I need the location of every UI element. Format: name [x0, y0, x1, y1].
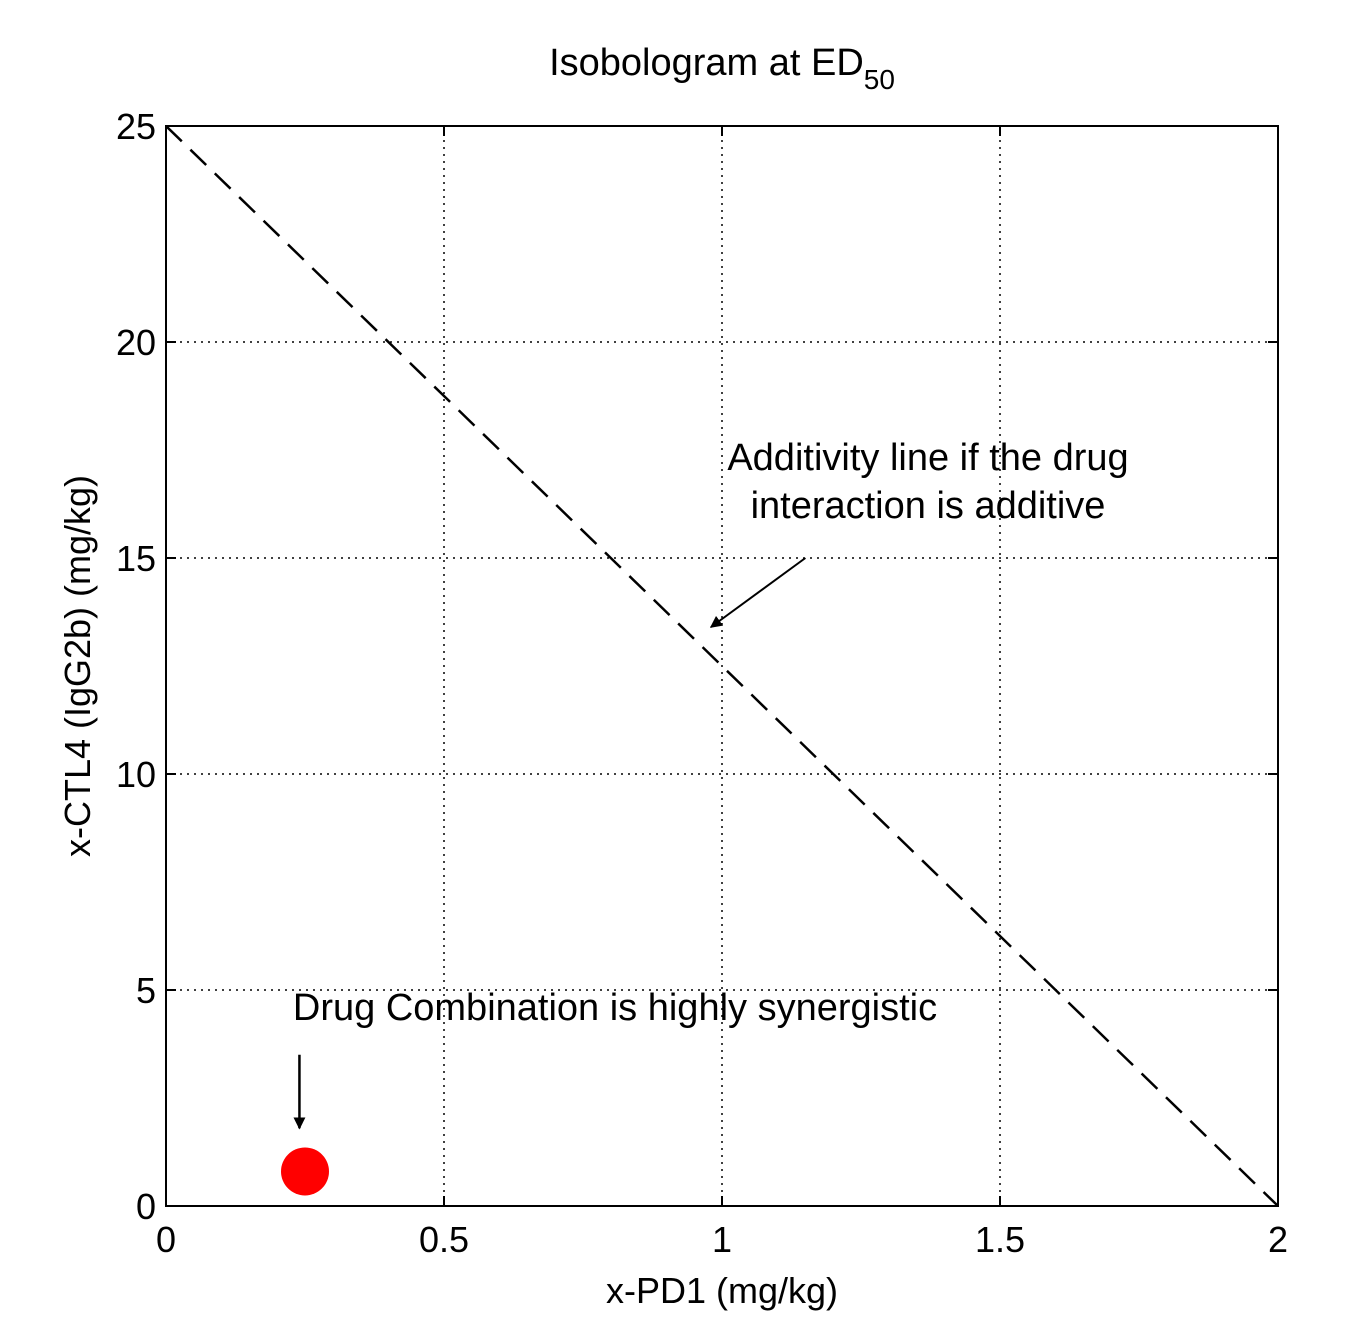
grid-lines [166, 126, 1278, 1206]
x-tick-label: 1 [712, 1219, 732, 1260]
combination-point [281, 1147, 329, 1196]
x-axis-label: x-PD1 (mg/kg) [606, 1270, 838, 1311]
x-tick-label: 2 [1268, 1219, 1288, 1260]
synergy-annotation: Drug Combination is highly synergistic [293, 987, 937, 1029]
additivity-arrow [709, 557, 806, 628]
additivity-annotation: Additivity line if the drug interaction i… [727, 437, 1128, 527]
additivity-line [165, 125, 1279, 1207]
x-tick-label: 1.5 [975, 1219, 1025, 1260]
y-axis-label: x-CTL4 (IgG2b) (mg/kg) [57, 475, 98, 857]
additivity-annotation-line: Additivity line if the drug [727, 437, 1128, 479]
series-layer [165, 125, 1279, 1207]
y-tick-label: 5 [136, 970, 156, 1011]
chart-title-subscript: 50 [864, 64, 895, 95]
y-tick-label: 20 [116, 322, 156, 363]
additivity-annotation-line: interaction is additive [751, 485, 1106, 527]
x-tick-label: 0 [156, 1219, 176, 1260]
y-tick-label: 10 [116, 754, 156, 795]
x-tick-label: 0.5 [419, 1219, 469, 1260]
y-tick-label: 0 [136, 1186, 156, 1227]
chart-title: Isobologram at ED50 [549, 42, 895, 95]
annotations-layer: Additivity line if the drug interaction i… [293, 437, 1129, 1130]
y-tick-label: 25 [116, 106, 156, 147]
y-tick-label: 15 [116, 538, 156, 579]
